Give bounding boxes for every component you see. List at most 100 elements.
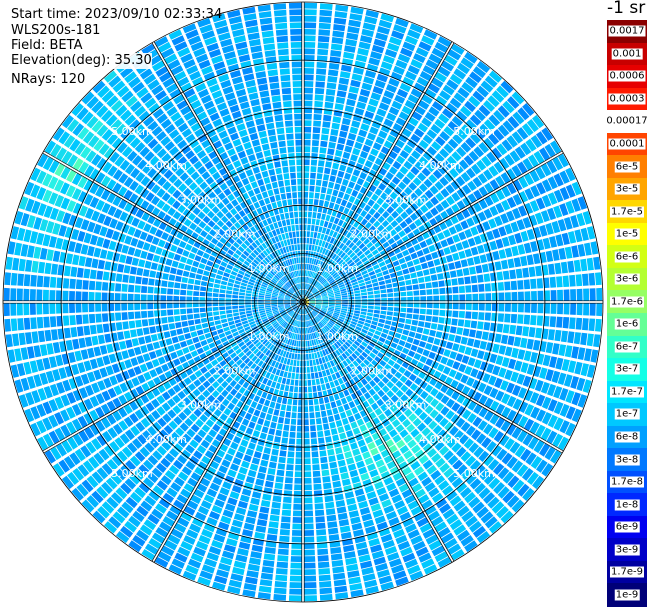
range-gate-cell (393, 349, 401, 357)
range-gate-cell (524, 404, 535, 416)
range-gate-cell (279, 529, 290, 536)
range-gate-cell (130, 329, 137, 338)
range-gate-cell (382, 355, 390, 363)
range-gate-cell (395, 196, 404, 205)
range-gate-cell (89, 324, 97, 335)
range-gate-cell (331, 474, 340, 482)
range-gate-cell (495, 355, 504, 366)
range-gate-cell (309, 418, 316, 425)
range-gate-cell (276, 561, 288, 569)
range-gate-cell (346, 563, 359, 572)
range-gate-cell (556, 316, 563, 328)
range-gate-cell (318, 287, 325, 292)
range-gate-cell (484, 312, 491, 321)
range-gate-cell (357, 439, 366, 448)
range-gate-cell (307, 211, 312, 218)
range-gate-cell (491, 312, 498, 322)
range-gate-cell (314, 292, 320, 296)
range-gate-cell (154, 287, 161, 294)
range-gate-cell (446, 155, 457, 166)
range-gate-cell (314, 308, 320, 312)
range-gate-cell (346, 139, 355, 147)
range-gate-cell (334, 292, 341, 296)
range-gate-cell (334, 275, 341, 281)
range-gate-cell (387, 42, 400, 52)
range-gate-cell (150, 334, 158, 342)
range-gate-cell (311, 278, 315, 285)
range-gate-cell (171, 336, 179, 344)
range-gate-cell (220, 280, 228, 286)
range-gate-cell (569, 317, 576, 330)
range-gate-cell (494, 377, 503, 389)
range-gate-cell (313, 290, 319, 295)
range-gate-cell (108, 312, 115, 322)
range-gate-cell (372, 282, 379, 287)
range-gate-cell (314, 308, 320, 313)
range-gate-cell (511, 291, 518, 301)
range-gate-cell (256, 519, 268, 527)
range-gate-cell (368, 98, 379, 107)
range-gate-cell (393, 292, 400, 297)
range-gate-cell (96, 324, 104, 334)
range-gate-cell (335, 592, 349, 600)
range-gate-cell (428, 420, 438, 430)
range-gate-cell (440, 188, 450, 198)
range-gate-cell (535, 265, 543, 277)
range-gate-cell (506, 135, 518, 148)
range-gate-cell (418, 411, 428, 421)
range-gate-cell (439, 302, 446, 309)
range-gate-cell (356, 323, 363, 328)
range-gate-cell (514, 445, 526, 458)
range-gate-cell (175, 275, 182, 282)
range-gate-cell (386, 263, 394, 269)
range-gate-cell (320, 289, 326, 293)
range-gate-cell (339, 286, 346, 290)
range-gate-cell (328, 307, 335, 311)
range-gate-cell (364, 348, 371, 355)
range-gate-cell (415, 386, 424, 396)
range-gate-cell (63, 265, 71, 277)
range-gate-cell (141, 277, 149, 285)
range-gate-cell (308, 305, 314, 309)
range-gate-cell (410, 344, 418, 352)
range-gate-cell (306, 353, 309, 360)
range-gate-cell (31, 260, 39, 273)
range-gate-cell (448, 334, 456, 342)
range-gate-cell (168, 274, 176, 281)
range-gate-cell (567, 331, 575, 344)
range-gate-cell (344, 424, 352, 432)
range-gate-cell (407, 155, 417, 165)
range-gate-cell (245, 576, 258, 585)
range-gate-cell (456, 327, 464, 335)
range-gate-cell (128, 311, 135, 320)
range-gate-cell (416, 76, 429, 87)
range-gate-cell (313, 258, 317, 265)
range-gate-cell (365, 9, 379, 19)
range-gate-cell (303, 120, 312, 127)
range-gate-cell (328, 527, 339, 535)
range-gate-cell (483, 322, 491, 331)
range-gate-cell (327, 208, 333, 215)
range-gate-cell (335, 176, 343, 184)
range-gate-cell (378, 318, 386, 324)
range-gate-cell (355, 326, 362, 331)
range-gate-cell (65, 339, 74, 351)
range-gate-cell (382, 210, 390, 219)
range-gate-cell (352, 448, 361, 457)
range-gate-cell (30, 274, 37, 287)
range-gate-cell (318, 561, 330, 569)
range-gate-cell (366, 104, 377, 113)
range-gate-cell (526, 254, 534, 266)
range-gate-cell (553, 417, 564, 431)
range-gate-cell (323, 396, 330, 404)
range-gate-cell (312, 470, 321, 477)
range-gate-cell (424, 189, 434, 199)
range-gate-cell (480, 80, 494, 93)
range-gate-cell (359, 88, 371, 97)
range-gate-cell (529, 392, 540, 404)
range-gate-cell (176, 349, 184, 357)
range-gate-cell (36, 275, 44, 287)
range-gate-cell (83, 268, 91, 279)
range-gate-cell (530, 352, 538, 363)
range-gate-cell (161, 280, 168, 287)
